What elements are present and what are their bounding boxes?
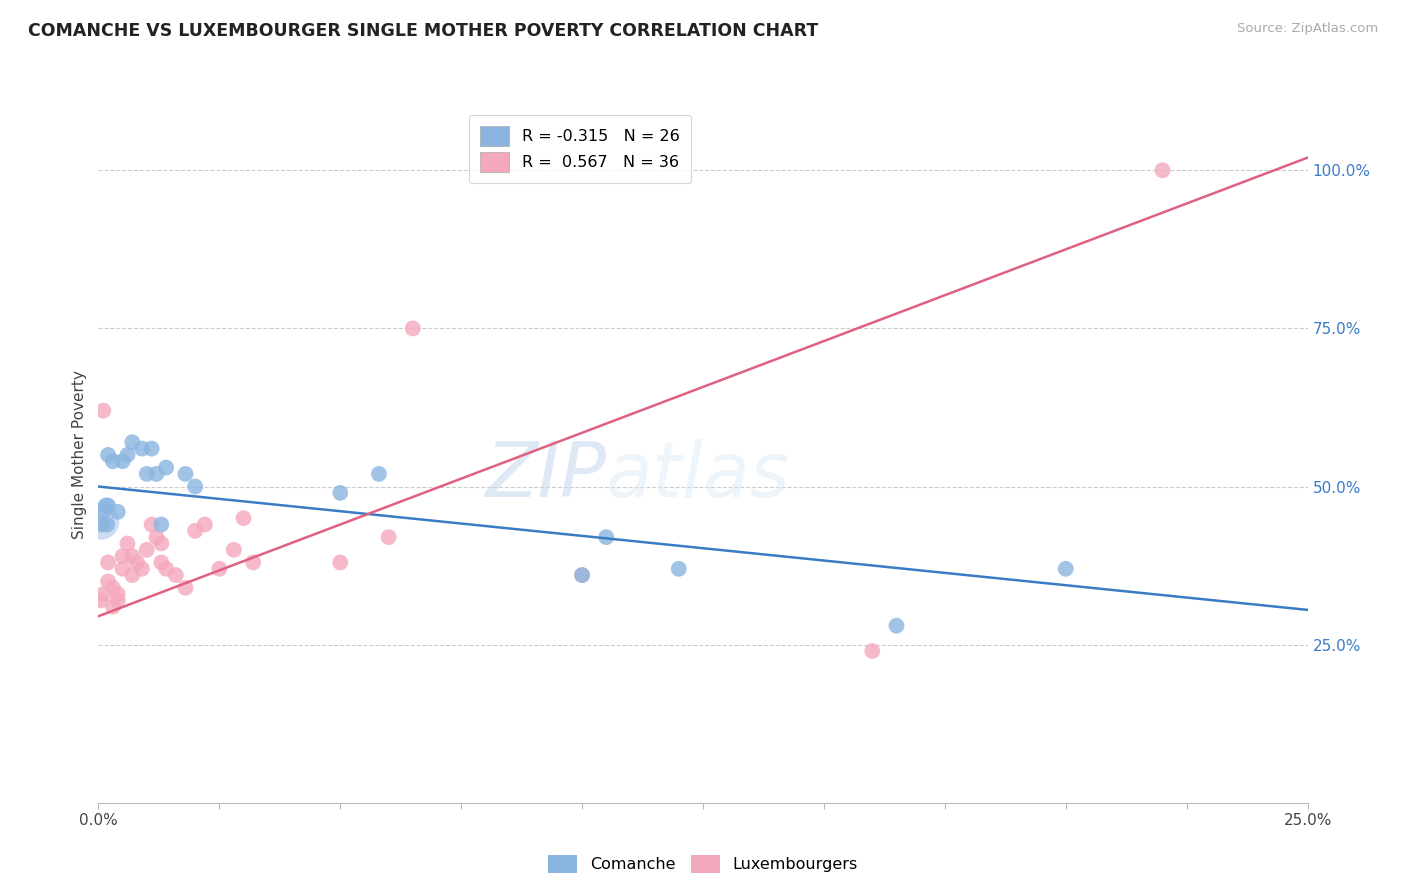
Point — [150, 556, 173, 570]
Point — [174, 467, 197, 481]
Point — [860, 644, 883, 658]
Point — [184, 524, 207, 538]
Point — [117, 448, 139, 462]
Point — [1152, 163, 1174, 178]
Point — [571, 568, 593, 582]
Point — [97, 499, 120, 513]
Point — [96, 517, 118, 532]
Point — [90, 593, 112, 607]
Point — [377, 530, 399, 544]
Point — [127, 556, 149, 570]
Point — [150, 536, 173, 550]
Point — [155, 562, 177, 576]
Point — [135, 542, 157, 557]
Point — [1054, 562, 1077, 576]
Point — [121, 549, 143, 563]
Point — [141, 442, 163, 456]
Point — [91, 403, 114, 417]
Point — [107, 587, 129, 601]
Point — [174, 581, 197, 595]
Y-axis label: Single Mother Poverty: Single Mother Poverty — [72, 370, 87, 540]
Point — [131, 442, 153, 456]
Point — [368, 467, 391, 481]
Text: COMANCHE VS LUXEMBOURGER SINGLE MOTHER POVERTY CORRELATION CHART: COMANCHE VS LUXEMBOURGER SINGLE MOTHER P… — [28, 22, 818, 40]
Point — [222, 542, 245, 557]
Point — [329, 556, 352, 570]
Point — [208, 562, 231, 576]
Point — [242, 556, 264, 570]
Point — [194, 517, 217, 532]
Legend: R = -0.315   N = 26, R =  0.567   N = 36: R = -0.315 N = 26, R = 0.567 N = 36 — [470, 115, 690, 183]
Point — [402, 321, 425, 335]
Point — [91, 517, 114, 532]
Point — [111, 454, 134, 468]
Point — [107, 505, 129, 519]
Point — [97, 574, 120, 589]
Point — [121, 568, 143, 582]
Point — [107, 593, 129, 607]
Legend: Comanche, Luxembourgers: Comanche, Luxembourgers — [541, 848, 865, 880]
Point — [232, 511, 254, 525]
Point — [886, 618, 908, 632]
Point — [329, 486, 352, 500]
Point — [121, 435, 143, 450]
Point — [145, 530, 167, 544]
Text: ZIP: ZIP — [485, 439, 606, 513]
Point — [155, 460, 177, 475]
Point — [97, 556, 120, 570]
Point — [90, 514, 112, 528]
Point — [131, 562, 153, 576]
Text: atlas: atlas — [606, 439, 790, 513]
Point — [111, 562, 134, 576]
Point — [101, 599, 124, 614]
Point — [145, 467, 167, 481]
Point — [668, 562, 690, 576]
Point — [150, 517, 173, 532]
Point — [101, 581, 124, 595]
Point — [571, 568, 593, 582]
Point — [97, 448, 120, 462]
Point — [91, 505, 114, 519]
Point — [141, 517, 163, 532]
Point — [165, 568, 187, 582]
Point — [91, 587, 114, 601]
Point — [111, 549, 134, 563]
Point — [101, 454, 124, 468]
Point — [595, 530, 617, 544]
Point — [184, 479, 207, 493]
Point — [94, 499, 117, 513]
Text: Source: ZipAtlas.com: Source: ZipAtlas.com — [1237, 22, 1378, 36]
Point — [135, 467, 157, 481]
Point — [117, 536, 139, 550]
